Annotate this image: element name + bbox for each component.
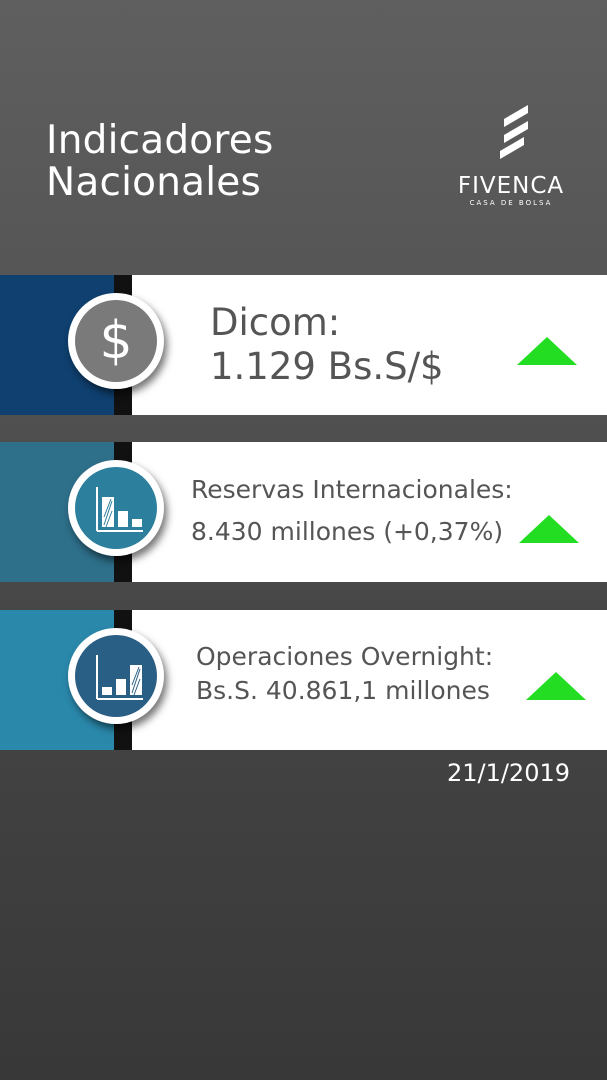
title-line-1: Indicadores bbox=[46, 118, 274, 163]
indicator-value: 1.129 Bs.S/$ bbox=[210, 345, 444, 388]
bar-chart-icon bbox=[68, 628, 164, 724]
title-line-2: Nacionales bbox=[46, 160, 261, 205]
logo-name: FIVENCA bbox=[457, 173, 565, 199]
logo-tagline: CASA DE BOLSA bbox=[469, 199, 553, 207]
fivenca-logo-mark-icon bbox=[500, 105, 528, 159]
indicator-card-dicom: $ Dicom: 1.129 Bs.S/$ bbox=[0, 275, 607, 415]
dollar-icon: $ bbox=[68, 293, 164, 389]
indicator-label: Dicom: bbox=[210, 301, 341, 344]
indicator-label: Operaciones Overnight: bbox=[196, 642, 494, 671]
indicator-label: Reservas Internacionales: bbox=[191, 475, 513, 504]
card-body bbox=[132, 442, 607, 582]
indicator-value: Bs.S. 40.861,1 millones bbox=[196, 676, 490, 705]
trend-up-arrow-icon bbox=[517, 337, 577, 365]
page-title: Indicadores Nacionales bbox=[46, 120, 273, 204]
trend-up-arrow-icon bbox=[526, 672, 586, 700]
indicator-value: 8.430 millones (+0,37%) bbox=[191, 517, 504, 546]
indicator-card-reservas: Reservas Internacionales: 8.430 millones… bbox=[0, 442, 607, 582]
report-date: 21/1/2019 bbox=[446, 759, 570, 787]
fivenca-logo: FIVENCA CASA DE BOLSA bbox=[450, 103, 572, 213]
bar-chart-icon bbox=[68, 460, 164, 556]
trend-up-arrow-icon bbox=[519, 515, 579, 543]
indicator-card-overnight: Operaciones Overnight: Bs.S. 40.861,1 mi… bbox=[0, 610, 607, 750]
